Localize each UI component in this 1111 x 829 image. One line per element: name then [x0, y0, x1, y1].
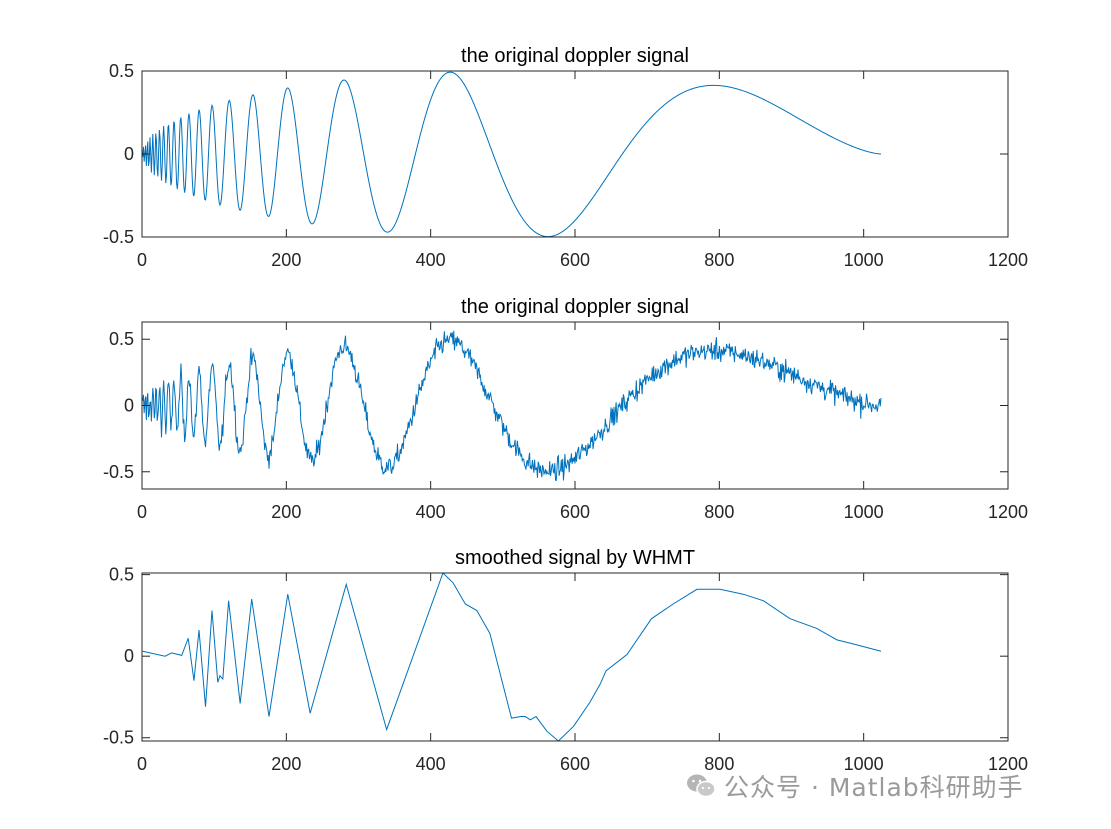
x-tick-label: 600 [560, 502, 590, 522]
x-tick-label: 800 [704, 502, 734, 522]
series-line [142, 71, 882, 237]
x-tick-label: 400 [416, 502, 446, 522]
x-tick-label: 1000 [844, 502, 884, 522]
x-tick-label: 1200 [988, 754, 1028, 774]
x-tick-label: 0 [137, 502, 147, 522]
y-tick-label: 0.5 [109, 329, 134, 349]
x-tick-label: 400 [416, 754, 446, 774]
y-tick-label: -0.5 [103, 462, 134, 482]
subplot-title: the original doppler signal [461, 45, 689, 67]
y-tick-label: 0.5 [109, 565, 134, 585]
y-tick-label: -0.5 [103, 728, 134, 748]
y-tick-label: 0 [124, 396, 134, 416]
subplot-title: smoothed signal by WHMT [455, 547, 695, 569]
x-tick-label: 200 [271, 754, 301, 774]
y-tick-label: 0 [124, 646, 134, 666]
x-tick-label: 600 [560, 754, 590, 774]
wechat-icon [686, 773, 716, 799]
series-line [142, 573, 882, 741]
watermark: 公众号 · Matlab科研助手 [686, 766, 1024, 806]
x-tick-label: 1000 [844, 250, 884, 270]
series-line [142, 330, 882, 482]
x-tick-label: 1200 [988, 502, 1028, 522]
x-tick-label: 600 [560, 250, 590, 270]
x-tick-label: 400 [416, 250, 446, 270]
x-tick-label: 800 [704, 250, 734, 270]
axes-box [141, 572, 1009, 742]
x-tick-label: 0 [137, 754, 147, 774]
x-tick-label: 200 [271, 250, 301, 270]
y-tick-label: 0 [124, 144, 134, 164]
y-tick-label: 0.5 [109, 61, 134, 81]
x-tick-label: 1200 [988, 250, 1028, 270]
x-tick-label: 0 [137, 250, 147, 270]
x-tick-label: 800 [704, 754, 734, 774]
x-tick-label: 1000 [844, 754, 884, 774]
y-tick-label: -0.5 [103, 227, 134, 247]
subplot-title: the original doppler signal [461, 296, 689, 318]
watermark-text: 公众号 · Matlab科研助手 [724, 773, 1024, 802]
x-tick-label: 200 [271, 502, 301, 522]
